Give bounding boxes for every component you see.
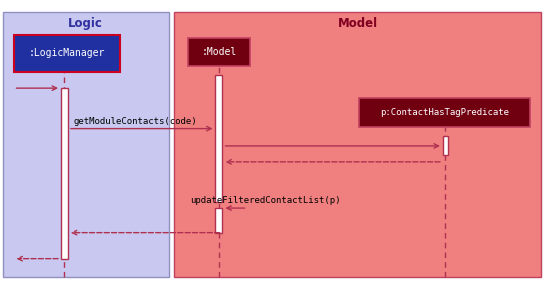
Text: p:ContactHasTagPredicate: p:ContactHasTagPredicate: [380, 108, 509, 117]
Bar: [359, 98, 530, 127]
Text: Logic: Logic: [68, 17, 103, 29]
Bar: [215, 75, 222, 202]
Text: Model: Model: [338, 17, 378, 29]
Text: updateFilteredContactList(p): updateFilteredContactList(p): [190, 196, 341, 205]
Text: getModuleContacts(code): getModuleContacts(code): [73, 117, 197, 126]
Bar: [188, 38, 250, 66]
Text: :Model: :Model: [201, 47, 237, 57]
Bar: [215, 208, 222, 233]
Bar: [14, 35, 120, 72]
Bar: [3, 12, 169, 277]
Bar: [174, 12, 541, 277]
Text: :LogicManager: :LogicManager: [28, 49, 105, 58]
Bar: [443, 136, 448, 155]
Bar: [61, 88, 68, 259]
